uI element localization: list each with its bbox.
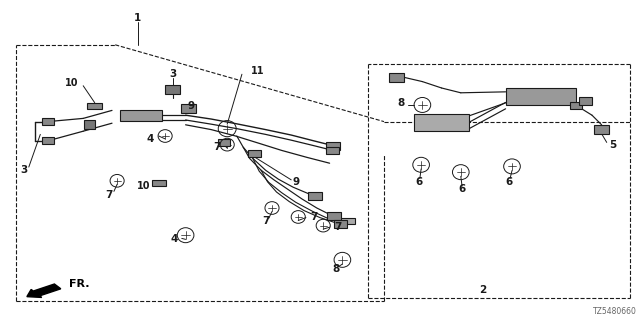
FancyBboxPatch shape (506, 88, 576, 105)
Text: 7: 7 (212, 141, 220, 152)
Text: 3: 3 (20, 164, 28, 175)
Text: TZ5480660: TZ5480660 (593, 307, 637, 316)
Text: 11: 11 (251, 66, 264, 76)
FancyBboxPatch shape (327, 212, 341, 220)
Text: 8: 8 (397, 98, 404, 108)
Text: 6: 6 (415, 177, 423, 187)
Text: 6: 6 (505, 177, 513, 188)
FancyBboxPatch shape (389, 73, 404, 82)
Text: 9: 9 (187, 100, 195, 111)
FancyBboxPatch shape (181, 104, 196, 113)
Text: 6: 6 (458, 184, 466, 195)
Text: 9: 9 (292, 177, 300, 187)
FancyBboxPatch shape (152, 180, 166, 186)
Text: 1: 1 (134, 12, 141, 23)
Text: FR.: FR. (69, 279, 90, 289)
FancyBboxPatch shape (334, 220, 347, 228)
FancyBboxPatch shape (248, 150, 261, 157)
Text: 7: 7 (262, 216, 269, 227)
FancyBboxPatch shape (326, 147, 339, 154)
FancyBboxPatch shape (42, 137, 54, 144)
Text: 4: 4 (170, 234, 178, 244)
Text: 5: 5 (609, 140, 616, 150)
Text: 7: 7 (310, 212, 318, 222)
Text: 7: 7 (334, 221, 342, 232)
FancyBboxPatch shape (579, 97, 592, 105)
FancyBboxPatch shape (120, 109, 161, 121)
FancyBboxPatch shape (42, 118, 54, 125)
Text: 8: 8 (332, 264, 340, 274)
FancyBboxPatch shape (165, 85, 180, 94)
FancyBboxPatch shape (84, 120, 95, 129)
FancyArrow shape (27, 284, 61, 297)
FancyBboxPatch shape (594, 125, 609, 134)
Text: 10: 10 (65, 77, 78, 88)
FancyBboxPatch shape (570, 102, 582, 109)
Text: 3: 3 (169, 69, 177, 79)
FancyBboxPatch shape (218, 139, 230, 146)
Text: 7: 7 (105, 189, 113, 200)
FancyBboxPatch shape (336, 218, 355, 224)
Text: 10: 10 (137, 180, 150, 191)
FancyBboxPatch shape (326, 142, 340, 150)
FancyBboxPatch shape (308, 192, 322, 200)
Text: 4: 4 (146, 134, 154, 144)
FancyBboxPatch shape (87, 103, 102, 109)
FancyBboxPatch shape (415, 114, 468, 131)
Text: 2: 2 (479, 284, 487, 295)
